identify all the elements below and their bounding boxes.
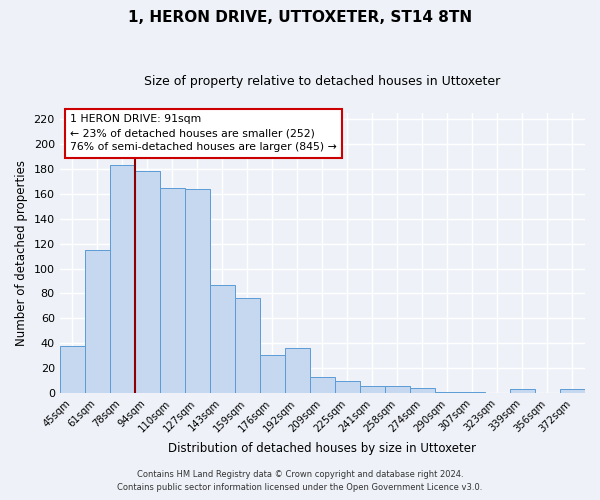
Bar — [260, 354, 285, 393]
Text: 1 HERON DRIVE: 91sqm
← 23% of detached houses are smaller (252)
76% of semi-deta: 1 HERON DRIVE: 91sqm ← 23% of detached h… — [70, 114, 337, 152]
Bar — [560, 390, 585, 393]
Title: Size of property relative to detached houses in Uttoxeter: Size of property relative to detached ho… — [144, 75, 500, 88]
Bar — [460, 392, 485, 393]
Bar — [185, 189, 210, 393]
Bar — [335, 380, 360, 393]
Bar — [410, 388, 435, 393]
Bar — [360, 386, 385, 393]
Bar — [310, 377, 335, 393]
Bar — [59, 346, 85, 393]
Bar — [510, 390, 535, 393]
Text: Contains HM Land Registry data © Crown copyright and database right 2024.
Contai: Contains HM Land Registry data © Crown c… — [118, 470, 482, 492]
Bar — [435, 392, 460, 393]
Bar — [85, 250, 110, 393]
Text: 1, HERON DRIVE, UTTOXETER, ST14 8TN: 1, HERON DRIVE, UTTOXETER, ST14 8TN — [128, 10, 472, 25]
Bar — [110, 165, 135, 393]
Bar — [385, 386, 410, 393]
Bar — [285, 348, 310, 393]
Bar — [160, 188, 185, 393]
Bar — [135, 172, 160, 393]
Bar — [210, 285, 235, 393]
Bar — [235, 298, 260, 393]
X-axis label: Distribution of detached houses by size in Uttoxeter: Distribution of detached houses by size … — [169, 442, 476, 455]
Y-axis label: Number of detached properties: Number of detached properties — [15, 160, 28, 346]
